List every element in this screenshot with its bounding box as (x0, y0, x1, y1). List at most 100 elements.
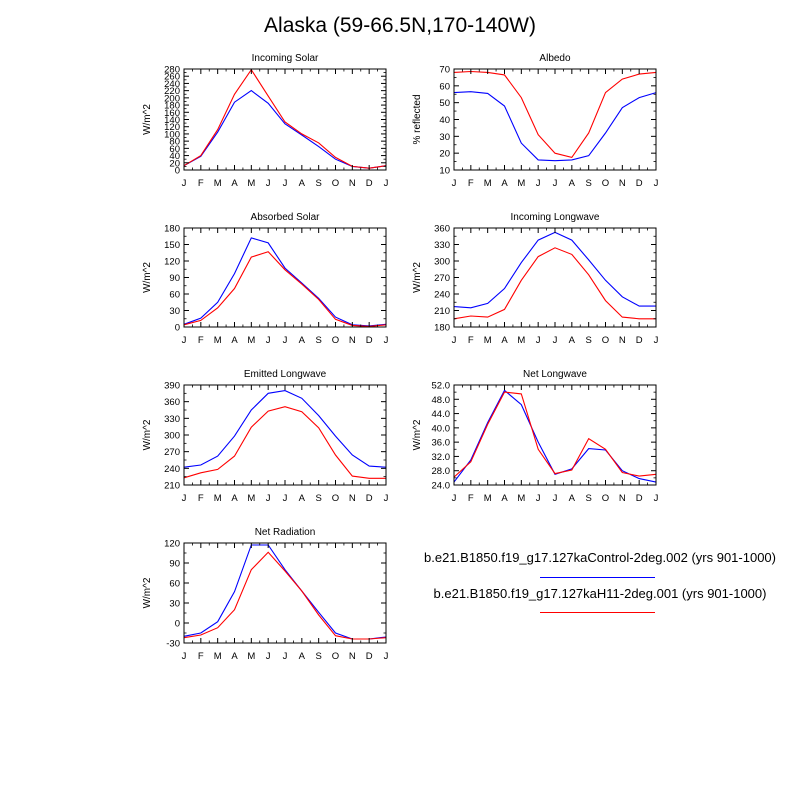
x-tick-label: J (283, 493, 288, 504)
x-tick-label: M (247, 651, 255, 662)
y-tick-label: 0 (175, 323, 180, 334)
y-axis-label: W/m^2 (142, 262, 153, 293)
series-line-control (183, 89, 387, 169)
x-tick-label: S (585, 493, 591, 504)
x-tick-label: J (536, 178, 541, 189)
panel-title: Incoming Longwave (511, 212, 600, 223)
y-tick-label: 150 (164, 240, 180, 251)
y-tick-label: 240 (164, 79, 180, 90)
y-tick-label: 0 (175, 619, 180, 630)
x-tick-label: S (315, 493, 321, 504)
y-tick-label: 40 (169, 151, 180, 162)
x-tick-label: A (231, 493, 238, 504)
y-tick-label: 160 (164, 108, 180, 119)
y-axis-label: % reflected (412, 94, 423, 144)
y-tick-label: 40 (439, 115, 450, 126)
y-tick-label: 32.0 (432, 452, 451, 463)
x-tick-label: D (636, 335, 643, 346)
x-tick-label: F (468, 178, 474, 189)
x-tick-label: M (517, 335, 525, 346)
x-tick-label: N (349, 493, 356, 504)
y-tick-label: 360 (434, 224, 450, 235)
y-tick-label: 210 (434, 306, 450, 317)
x-tick-label: O (332, 493, 339, 504)
x-tick-label: S (315, 335, 321, 346)
x-tick-label: S (315, 651, 321, 662)
y-tick-label: 360 (164, 397, 180, 408)
series-line-h11 (453, 391, 657, 478)
series-line-h11 (183, 68, 387, 169)
y-tick-label: 24.0 (432, 481, 451, 492)
y-tick-label: 100 (164, 129, 180, 140)
series-line-control (453, 91, 657, 162)
y-tick-label: 20 (169, 158, 180, 169)
legend-label-control: b.e21.B1850.f19_g17.127kaControl-2deg.00… (424, 550, 776, 565)
series-line-h11 (183, 406, 386, 479)
x-tick-label: A (569, 335, 576, 346)
x-tick-label: S (585, 335, 591, 346)
y-tick-label: 220 (164, 86, 180, 97)
x-tick-label: J (452, 335, 457, 346)
x-tick-label: M (214, 493, 222, 504)
legend-line-control (540, 577, 655, 578)
x-tick-label: J (283, 335, 288, 346)
y-tick-label: 200 (164, 93, 180, 104)
x-tick-label: D (366, 335, 373, 346)
x-tick-label: N (349, 335, 356, 346)
x-tick-label: J (266, 493, 271, 504)
x-tick-label: M (214, 178, 222, 189)
series-line-h11 (183, 251, 387, 327)
x-tick-label: A (501, 493, 508, 504)
y-tick-label: 120 (164, 257, 180, 268)
x-tick-label: M (214, 651, 222, 662)
y-tick-label: 30 (169, 306, 180, 317)
x-tick-label: J (384, 493, 389, 504)
y-tick-label: 50 (439, 98, 450, 109)
x-tick-label: M (484, 335, 492, 346)
x-tick-label: M (517, 178, 525, 189)
x-tick-label: N (349, 651, 356, 662)
x-tick-label: A (231, 335, 238, 346)
x-tick-label: M (247, 335, 255, 346)
x-tick-label: J (384, 651, 389, 662)
page-title: Alaska (59-66.5N,170-140W) (264, 14, 536, 37)
x-tick-label: M (484, 493, 492, 504)
x-tick-label: A (501, 178, 508, 189)
x-tick-label: F (198, 493, 204, 504)
x-tick-label: N (619, 335, 626, 346)
y-tick-label: 180 (164, 224, 180, 235)
y-tick-label: 28.0 (432, 466, 451, 477)
x-tick-label: A (569, 493, 576, 504)
x-tick-label: J (266, 178, 271, 189)
plot-frame (453, 227, 657, 328)
x-tick-label: A (569, 178, 576, 189)
panel-title: Incoming Solar (252, 53, 319, 64)
y-tick-label: 120 (164, 122, 180, 133)
x-tick-label: S (585, 178, 591, 189)
y-axis-label: W/m^2 (142, 104, 153, 135)
x-tick-label: J (553, 178, 558, 189)
x-tick-label: J (536, 335, 541, 346)
y-tick-label: 210 (164, 481, 180, 492)
y-tick-label: 60 (169, 144, 180, 155)
y-tick-label: 390 (164, 381, 180, 392)
y-tick-label: 330 (164, 414, 180, 425)
panel-title: Albedo (539, 53, 571, 64)
x-tick-label: J (654, 178, 659, 189)
x-tick-label: D (366, 178, 373, 189)
x-tick-label: J (182, 651, 187, 662)
x-tick-label: O (332, 335, 339, 346)
x-tick-label: M (517, 493, 525, 504)
series-line-control (183, 544, 387, 640)
x-tick-label: N (349, 178, 356, 189)
x-tick-label: D (636, 493, 643, 504)
legend-line-h11 (540, 612, 655, 613)
y-axis-label: W/m^2 (412, 419, 423, 450)
series-line-control (453, 231, 656, 309)
y-tick-label: 240 (164, 464, 180, 475)
y-tick-label: 48.0 (432, 395, 451, 406)
